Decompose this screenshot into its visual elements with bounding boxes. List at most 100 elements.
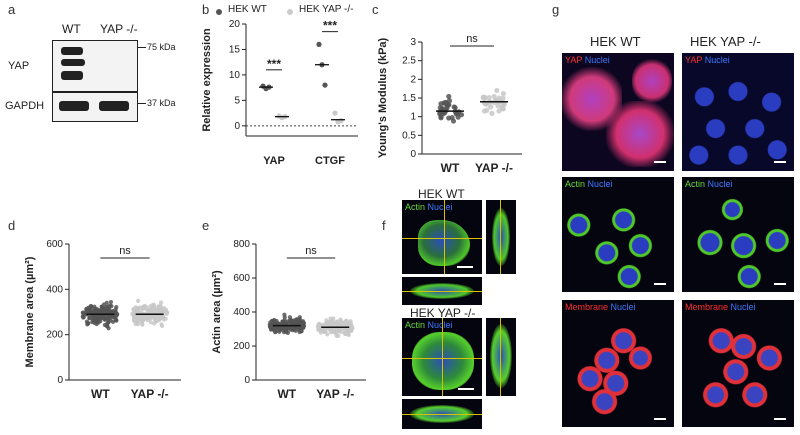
chart-c-ylabel: Young's Modulus (kPa) [377,37,389,158]
chart-d-point [140,319,145,324]
marker-tick-37 [138,103,146,104]
chart-c-point [495,103,501,109]
g-yap-wt-cluster-2 [606,101,674,167]
f-wt-actin-label: Actin [405,202,426,212]
f-wt-main-image: Actin Nuclei [402,200,482,274]
g-actin-ko-image: Actin Nuclei [682,177,794,292]
panel-label-d: d [8,218,16,233]
chart-b-sig-label-0: *** [267,57,281,71]
chart-d-ytick-label-1: 200 [46,330,63,341]
chart-c-point [500,91,507,97]
chart-d-xtick-label-1: YAP -/- [131,387,169,401]
panel-label-f: f [382,218,386,233]
yap-band-2 [61,59,85,66]
g-membrane-ko-nuclei: Nuclei [730,302,756,312]
chart-c-ytick-label-5: 2.5 [402,56,416,67]
chart-d-point [135,309,141,315]
chart-d-sig-label: ns [119,245,131,257]
chart-d-point [108,303,113,308]
chart-b-xtick-label-0: YAP [263,155,285,167]
chart-e: 0 200 400 600 800 Actin area (µm²) WT YAP -/- ns [211,239,366,401]
f-ko-side-line [500,318,501,396]
chart-e-point [289,320,294,325]
g-membrane-ko-stain: Membrane [685,302,729,312]
chart-d-point [114,305,119,310]
g-yap-wt-stain: YAP [565,55,583,65]
f-ko-nuclei-label: Nuclei [427,320,453,330]
marker-75: 75 kDa [147,42,176,52]
g-membrane-ko-image: Membrane Nuclei [682,300,794,427]
chart-b-ylabel: Relative expression [201,28,213,132]
chart-c-sig-label: ns [466,33,478,45]
chart-c-point [489,110,495,117]
g-yap-wt-cluster-3 [632,59,672,103]
g-yap-ko-stain: YAP [685,55,703,65]
chart-c-ytick-label-2: 1 [410,112,416,123]
chart-c-point [482,94,488,101]
g-yap-ko-nuclei: Nuclei [704,55,730,65]
g-membrane-wt-cells [562,312,674,427]
g-membrane-wt-nuclei: Nuclei [610,302,636,312]
chart-e-point [300,322,305,328]
chart-b-point [322,82,328,88]
chart-b: 0 5 10 15 20 Relative expression YAP CTGF *** *** [201,19,358,167]
chart-e-point [344,318,349,323]
chart-d-point [111,314,116,319]
chart-c-point [491,93,497,100]
f-wt-hline [402,238,482,239]
chart-d-point [140,322,145,327]
chart-c-point [494,87,500,94]
chart-c: 0 0.5 1 1.5 2 2.5 3 Young's Modulus (kPa) WT YAP … [377,33,522,175]
chart-e-point [273,330,278,335]
chart-d-point [140,306,145,312]
f-ko-bottom-image [402,399,482,429]
row-label-yap: YAP [8,60,30,72]
chart-c-point [499,100,506,106]
gapdh-band-wt [59,101,89,111]
chart-b-point [332,110,338,116]
g-actin-ko-stain: Actin [685,179,706,189]
chart-b-ytick-label-4: 20 [229,19,241,30]
chart-c-point [488,104,494,110]
gapdh-blot [52,92,138,122]
chart-d-ytick-label-0: 0 [57,375,63,386]
chart-e-ytick-label-2: 400 [233,307,250,318]
chart-c-point [486,94,492,101]
panel-label-b: b [202,2,210,17]
chart-d-point [158,300,164,305]
g-membrane-wt-scalebar [654,418,666,420]
chart-c-xtick-label-0: WT [441,161,460,175]
chart-d-point [106,320,111,325]
chart-d-point [95,309,100,314]
chart-e-point [287,315,292,320]
chart-e-ytick-label-3: 600 [233,273,250,284]
chart-e-point [280,319,285,324]
chart-e-point [322,328,328,334]
g-membrane-wt-image: Membrane Nuclei [562,300,674,427]
f-ko-bottom-line [402,414,482,415]
legend-dot-ko [287,9,293,15]
g-actin-ko-scalebar [774,283,786,285]
g-yap-wt-image: YAP Nuclei [562,53,674,171]
chart-d-ylabel: Membrane area (µm²) [24,256,36,367]
chart-d-point [135,322,140,327]
chart-d-xtick-label-0: WT [91,387,110,401]
chart-d-point [85,321,91,326]
chart-b-xtick-label-1: CTGF [315,155,345,167]
g-membrane-wt-stain: Membrane [565,302,609,312]
f-ko-side-image [486,318,516,396]
f-ko-actin-label: Actin [405,320,426,330]
g-yap-wt-nuclei: Nuclei [584,55,610,65]
chart-d-ytick-label-3: 600 [46,239,63,250]
chart-d-point [144,316,149,321]
panel-label-a: a [8,2,16,17]
f-wt-scalebar [457,266,473,268]
legend-ko: HEK YAP -/- [299,4,354,15]
chart-d-point [99,309,104,314]
chart-d-point [159,322,164,327]
chart-d-point [148,320,153,325]
legend-dot-wt [216,9,222,15]
chart-d-point [110,319,116,324]
panel-label-g: g [552,2,560,17]
f-ko-scalebar [458,388,474,390]
